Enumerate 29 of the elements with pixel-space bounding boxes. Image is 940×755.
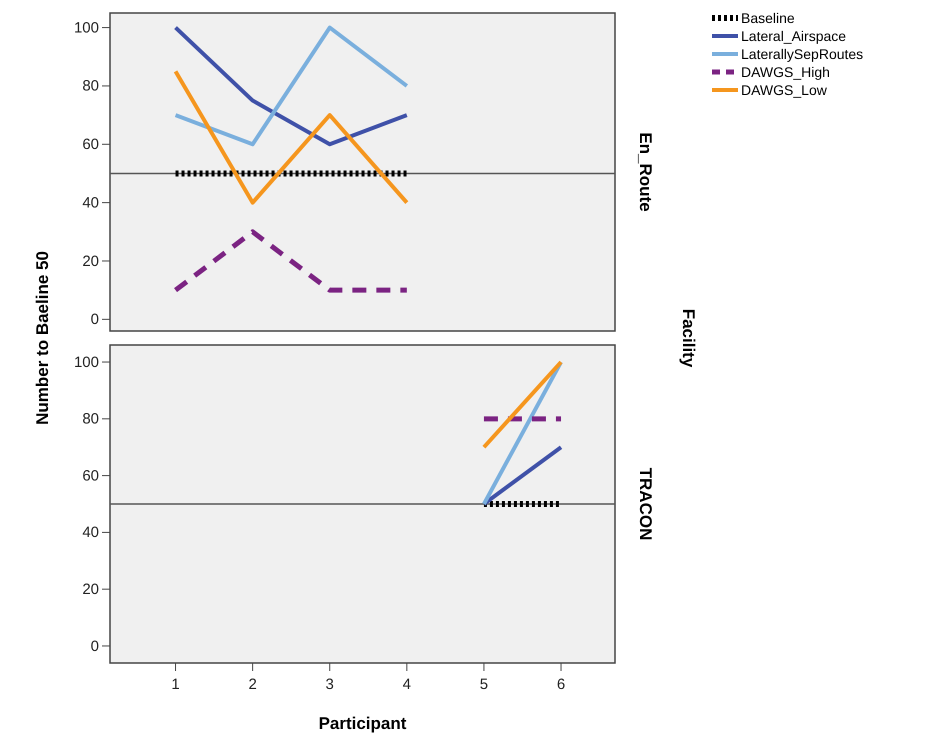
x-tick-label: 3: [326, 676, 334, 693]
y-tick-label: 0: [90, 638, 99, 655]
x-axis-title: Participant: [318, 714, 407, 733]
x-tick-label: 2: [248, 676, 257, 693]
x-tick-label: 6: [556, 676, 566, 693]
y-tick-label: 0: [90, 311, 99, 328]
legend-label: Baseline: [741, 10, 795, 26]
legend-label: Lateral_Airspace: [741, 28, 846, 44]
legend-label: DAWGS_High: [741, 64, 830, 80]
y-tick-label: 20: [82, 580, 99, 598]
y-tick-label: 40: [82, 524, 99, 542]
y-tick-label: 60: [82, 136, 99, 154]
y-tick-label: 60: [82, 467, 99, 484]
y-tick-label: 40: [82, 194, 99, 212]
legend-label: DAWGS_Low: [741, 82, 828, 98]
x-tick-label: 5: [480, 676, 488, 693]
text: En_Route: [636, 132, 655, 212]
y-tick-label: 80: [82, 78, 99, 95]
y-tick-label: 100: [74, 354, 99, 371]
text: Facility: [679, 308, 698, 368]
y-tick-label: 80: [82, 410, 99, 428]
x-tick-label: 4: [402, 676, 412, 693]
legend-label: LaterallySepRoutes: [741, 46, 864, 62]
y-tick-label: 20: [82, 252, 99, 270]
text: TRACON: [636, 468, 655, 540]
y-axis-title: Number to Baeline 50: [33, 251, 52, 425]
y-tick-label: 100: [74, 19, 99, 36]
line-series: [174, 26, 409, 146]
x-tick-label: 1: [171, 676, 180, 693]
